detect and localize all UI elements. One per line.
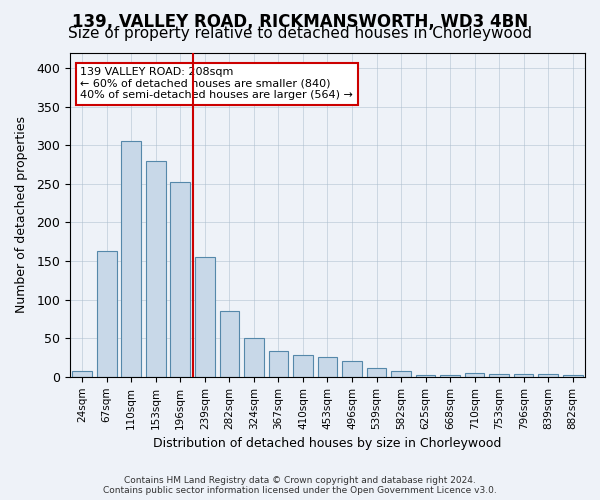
Y-axis label: Number of detached properties: Number of detached properties bbox=[15, 116, 28, 313]
Bar bbox=[391, 372, 411, 377]
Bar bbox=[440, 376, 460, 377]
Bar bbox=[317, 356, 337, 377]
Text: Size of property relative to detached houses in Chorleywood: Size of property relative to detached ho… bbox=[68, 26, 532, 41]
Bar bbox=[220, 311, 239, 377]
Bar bbox=[416, 374, 436, 377]
Bar bbox=[293, 355, 313, 377]
Text: 139 VALLEY ROAD: 208sqm
← 60% of detached houses are smaller (840)
40% of semi-d: 139 VALLEY ROAD: 208sqm ← 60% of detache… bbox=[80, 67, 353, 100]
Bar bbox=[244, 338, 263, 377]
Bar bbox=[490, 374, 509, 377]
Bar bbox=[170, 182, 190, 377]
Bar bbox=[146, 160, 166, 377]
Bar bbox=[563, 376, 583, 377]
Bar bbox=[195, 257, 215, 377]
Bar bbox=[121, 142, 141, 377]
Text: 139, VALLEY ROAD, RICKMANSWORTH, WD3 4BN: 139, VALLEY ROAD, RICKMANSWORTH, WD3 4BN bbox=[72, 12, 528, 30]
Text: Contains HM Land Registry data © Crown copyright and database right 2024.
Contai: Contains HM Land Registry data © Crown c… bbox=[103, 476, 497, 495]
Bar bbox=[465, 373, 484, 377]
Bar bbox=[367, 368, 386, 377]
X-axis label: Distribution of detached houses by size in Chorleywood: Distribution of detached houses by size … bbox=[153, 437, 502, 450]
Bar bbox=[97, 251, 116, 377]
Bar bbox=[73, 372, 92, 377]
Bar bbox=[342, 360, 362, 377]
Bar bbox=[514, 374, 533, 377]
Bar bbox=[269, 352, 288, 377]
Bar bbox=[538, 374, 558, 377]
